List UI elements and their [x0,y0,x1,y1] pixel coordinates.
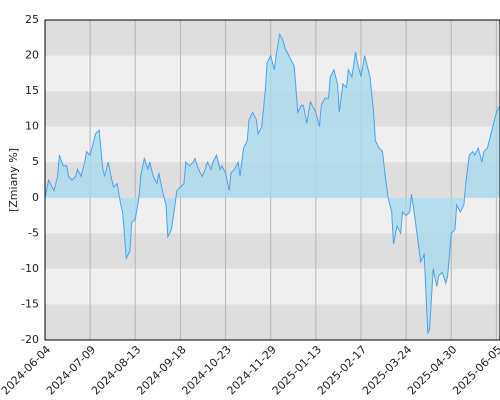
y-tick-label: 20 [25,49,39,62]
y-tick-label: -15 [21,297,39,310]
y-tick-label: 25 [25,13,39,26]
y-tick-label: -5 [28,226,39,239]
line [44,32,500,335]
y-tick-label: 0 [32,191,39,204]
grid-band [45,304,500,340]
y-tick-label: 15 [25,84,39,97]
y-tick-label: 5 [32,155,39,168]
grid-band [45,20,500,56]
plot-frame [44,19,500,341]
y-tick-label: -20 [21,333,39,346]
grid-band [45,268,500,305]
area [45,34,500,333]
y-tick-label: -10 [21,262,39,275]
y-tick-label: 10 [25,120,39,133]
y-axis-label: [Zmiany %] [7,148,20,212]
